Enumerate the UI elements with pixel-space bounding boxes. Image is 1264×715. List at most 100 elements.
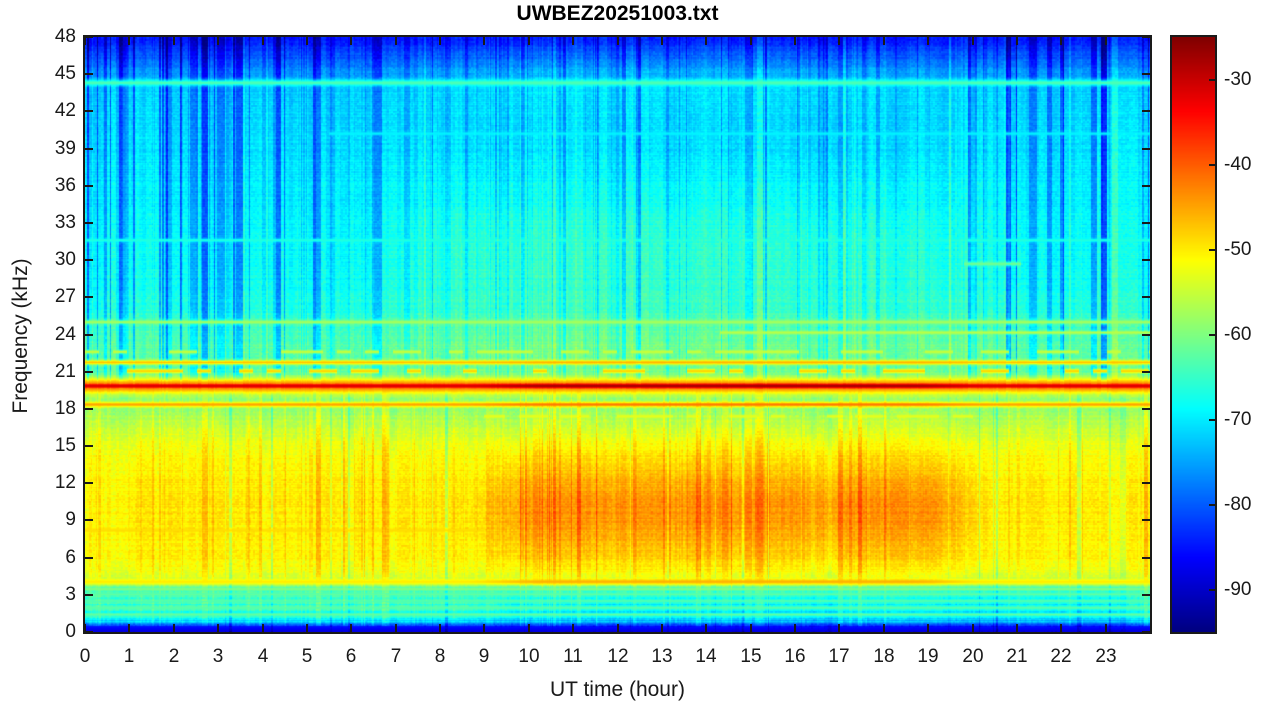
x-tick-bottom [838,624,840,632]
x-tick-top [439,37,441,45]
x-tick-bottom [217,624,219,632]
y-tick-label: 3 [65,584,76,605]
x-tick-label: 20 [962,646,984,667]
y-tick-label: 48 [54,26,76,47]
colorbar-tick [1209,249,1215,251]
colorbar-tick [1209,504,1215,506]
y-tick-right [1142,36,1150,38]
y-tick-right [1142,73,1150,75]
x-tick-label: 4 [257,646,269,667]
y-tick-left [85,408,93,410]
x-tick-label: 15 [740,646,762,667]
plot-title: UWBEZ20251003.txt [516,2,719,25]
x-tick-bottom [883,624,885,632]
x-tick-top [128,37,130,45]
x-tick-bottom [794,624,796,632]
x-tick-label: 10 [518,646,540,667]
y-tick-right [1142,259,1150,261]
x-tick-bottom [617,624,619,632]
x-tick-bottom [262,624,264,632]
x-tick-top [883,37,885,45]
colorbar-tick [1209,419,1215,421]
y-tick-right [1142,371,1150,373]
y-tick-label: 39 [54,138,76,159]
y-tick-left [85,296,93,298]
x-tick-top [350,37,352,45]
spectrogram-canvas [85,37,1150,632]
colorbar-tick-label: -70 [1224,409,1252,430]
x-tick-top [794,37,796,45]
y-tick-right [1142,222,1150,224]
x-tick-label: 9 [478,646,490,667]
colorbar-gradient [1172,37,1215,632]
x-tick-top [217,37,219,45]
y-tick-label: 0 [65,621,76,642]
x-tick-bottom [572,624,574,632]
x-tick-bottom [84,624,86,632]
colorbar-tick-label: -30 [1224,69,1252,90]
y-tick-label: 27 [54,286,76,307]
x-tick-top [617,37,619,45]
y-tick-label: 21 [54,361,76,382]
y-tick-left [85,148,93,150]
y-tick-left [85,594,93,596]
x-tick-label: 6 [345,646,357,667]
colorbar-tick [1209,164,1215,166]
x-tick-top [927,37,929,45]
x-tick-top [395,37,397,45]
colorbar-tick-label: -40 [1224,154,1252,175]
y-tick-label: 42 [54,100,76,121]
x-tick-label: 21 [1006,646,1028,667]
x-tick-top [173,37,175,45]
y-tick-right [1142,519,1150,521]
colorbar-tick [1209,334,1215,336]
x-tick-top [84,37,86,45]
x-tick-bottom [1060,624,1062,632]
y-tick-right [1142,148,1150,150]
x-tick-top [972,37,974,45]
x-tick-bottom [705,624,707,632]
x-tick-top [1016,37,1018,45]
y-tick-left [85,519,93,521]
x-tick-label: 0 [79,646,91,667]
x-tick-top [1105,37,1107,45]
x-tick-top [705,37,707,45]
x-tick-bottom [528,624,530,632]
y-tick-left [85,334,93,336]
colorbar-tick [1209,589,1215,591]
x-tick-bottom [1016,624,1018,632]
x-tick-label: 18 [873,646,895,667]
y-tick-left [85,185,93,187]
y-tick-label: 15 [54,435,76,456]
y-tick-left [85,259,93,261]
x-tick-label: 2 [168,646,180,667]
y-tick-right [1142,185,1150,187]
x-tick-label: 7 [390,646,402,667]
y-tick-right [1142,296,1150,298]
colorbar-tick-label: -50 [1224,239,1252,260]
x-tick-top [262,37,264,45]
y-tick-right [1142,631,1150,633]
x-tick-label: 8 [434,646,446,667]
x-tick-top [838,37,840,45]
x-tick-top [306,37,308,45]
x-tick-bottom [927,624,929,632]
x-tick-label: 23 [1095,646,1117,667]
y-tick-right [1142,482,1150,484]
x-tick-label: 12 [607,646,629,667]
colorbar-tick [1209,79,1215,81]
x-tick-bottom [750,624,752,632]
x-tick-label: 19 [917,646,939,667]
x-tick-bottom [173,624,175,632]
y-tick-label: 18 [54,398,76,419]
x-tick-label: 11 [563,646,583,667]
colorbar-tick-label: -80 [1224,494,1252,515]
y-tick-right [1142,445,1150,447]
y-tick-right [1142,334,1150,336]
y-tick-left [85,36,93,38]
x-tick-bottom [128,624,130,632]
x-tick-bottom [306,624,308,632]
x-tick-label: 1 [123,646,135,667]
y-tick-label: 33 [54,212,76,233]
